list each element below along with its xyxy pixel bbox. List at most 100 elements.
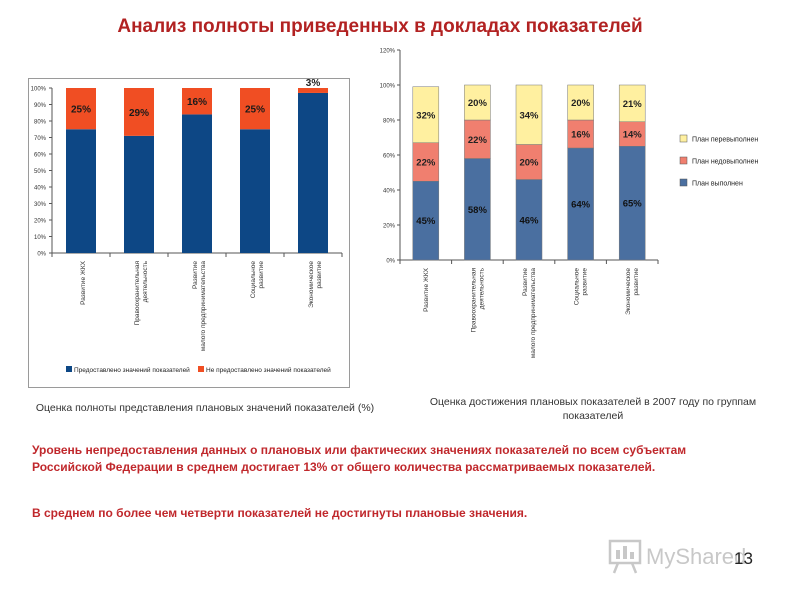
bar-plan-met — [412, 181, 440, 261]
chart2-y-tick-label: 40% — [383, 189, 396, 195]
chart1-category-label: Социальное — [250, 261, 257, 299]
chart2-legend-label: План перевыполнен — [692, 137, 758, 144]
chart2-category-label: Экономическое — [625, 268, 632, 315]
chart2-data-label: 20% — [519, 158, 539, 169]
chart1-y-tick-label: 90% — [34, 103, 47, 109]
bar-provided — [240, 129, 270, 253]
bar-not-provided — [298, 88, 328, 93]
chart1-legend-label: Предоставлено значений показателей — [74, 366, 190, 374]
chart2-category-label: Развитие ЖКХ — [423, 267, 430, 312]
bar-plan-underfulfilled — [412, 142, 440, 182]
chart2-category-label-group: Экономическое развитие — [625, 268, 640, 315]
chart1-legend-label: Не предоставлено значений показателей — [206, 366, 331, 374]
chart2-y-tick-label: 120% — [380, 49, 396, 55]
chart1-legend-swatch — [66, 366, 72, 372]
chart2-data-label: 16% — [571, 130, 591, 141]
chart1-legend-swatch — [198, 366, 204, 372]
bar-not-provided — [124, 88, 154, 136]
chart2-category-label-group: Развитие ЖКХ — [423, 267, 430, 312]
chart2-y-tick-label: 0% — [386, 259, 395, 265]
slide-title: Анализ полноты приведенных в докладах по… — [117, 16, 643, 37]
chart1-category-label-group: Развитие ЖКХ — [80, 260, 87, 305]
chart2-data-label: 20% — [468, 98, 488, 109]
completeness-chart: 0% 10% 20% 30% 40% 50% 60% 70% 80% 90% 100% 25% Разв… — [28, 78, 350, 388]
chart2-data-label: 34% — [519, 110, 539, 121]
chart1-category-label: малого предпринимательства — [200, 261, 207, 352]
chart2-category-label: Развитие — [522, 268, 529, 296]
chart1-y-tick-label: 100% — [31, 87, 47, 93]
chart2-data-label: 65% — [623, 199, 643, 210]
bar-not-provided — [182, 88, 212, 115]
chart1-y-tick-label: 0% — [37, 252, 46, 258]
chart2-legend-swatch — [679, 134, 688, 143]
chart2-category-label-group: Социальное развитие — [574, 268, 589, 306]
presentation-board-icon: MyShared — [608, 539, 746, 574]
chart1-category-label: деятельность — [142, 260, 149, 302]
chart2-y-tick-label: 80% — [383, 119, 396, 125]
bar-provided — [66, 129, 96, 253]
bar-provided — [124, 135, 154, 253]
chart1-category-label-group: Развитие малого предпринимательства — [192, 261, 207, 352]
chart1-category-label: Правоохранительная — [134, 261, 141, 326]
chart2-category-label: Социальное — [574, 268, 581, 306]
bar-plan-exceeded — [618, 84, 646, 122]
chart1-category-label: Развитие — [192, 261, 199, 289]
chart2-legend-label: План выполнен — [692, 181, 743, 188]
chart2-category-label: Правоохранительная — [470, 268, 477, 333]
chart1-data-label: 25% — [245, 105, 265, 116]
chart1-data-label: 25% — [71, 105, 91, 116]
slide-number: 13 — [734, 549, 753, 568]
chart2-y-tick-label: 100% — [380, 84, 396, 90]
chart1-y-tick-label: 30% — [34, 202, 47, 208]
chart2-legend-swatch — [679, 156, 688, 165]
bar-not-provided — [240, 88, 270, 130]
chart2-y-tick-label: 60% — [383, 154, 396, 160]
chart2-y-tick-label: 20% — [383, 224, 396, 230]
bar-plan-exceeded — [464, 84, 491, 121]
bar-plan-exceeded — [412, 86, 440, 143]
bar-plan-exceeded — [515, 84, 543, 145]
chart2-category-label: деятельность — [478, 267, 485, 309]
chart1-y-tick-label: 10% — [34, 235, 47, 241]
chart1-category-label: развитие — [316, 261, 323, 289]
bar-plan-met — [567, 147, 594, 261]
chart2-category-label: малого предпринимательства — [530, 268, 537, 359]
chart1-y-tick-label: 50% — [34, 169, 47, 175]
chart1-category-label-group: Социальное развитие — [250, 261, 265, 299]
chart2-data-label: 45% — [416, 216, 436, 227]
bar-plan-met — [515, 179, 543, 261]
bar-not-provided — [66, 88, 96, 130]
chart1-caption: Оценка полноты представления плановых зн… — [35, 402, 375, 414]
note-plan-not-achieved: В среднем по более чем четверти показате… — [32, 506, 528, 520]
chart2-data-label: 20% — [571, 98, 591, 109]
chart2-data-label: 22% — [468, 135, 488, 146]
chart1-data-label: 16% — [187, 97, 207, 108]
bar-provided — [298, 92, 328, 253]
chart1-category-label: Развитие ЖКХ — [80, 260, 87, 305]
chart2-data-label: 14% — [623, 130, 643, 141]
myshared-logo: MyShared — [606, 536, 766, 576]
chart1-y-tick-label: 70% — [34, 136, 47, 142]
chart1-y-tick-label: 40% — [34, 186, 47, 192]
chart2-caption: Оценка достижения плановых показателей в… — [429, 396, 757, 422]
chart2-data-label: 32% — [416, 110, 436, 121]
chart1-category-label-group: Правоохранительная деятельность — [134, 260, 149, 325]
chart2-category-label-group: Правоохранительная деятельность — [470, 267, 485, 332]
chart2-legend-swatch — [679, 178, 688, 187]
chart2-category-label-group: Развитие малого предпринимательства — [522, 268, 537, 359]
chart1-data-label: 3% — [306, 78, 321, 89]
chart2-data-label: 46% — [519, 215, 539, 226]
chart2-data-label: 22% — [416, 158, 436, 169]
bar-provided — [182, 114, 212, 254]
chart1-data-label: 29% — [129, 108, 149, 119]
chart2-data-label: 58% — [468, 205, 488, 216]
chart2-category-label: развитие — [582, 268, 589, 296]
logo-text: MyShared — [646, 544, 746, 569]
chart1-category-label: Экономическое — [308, 261, 315, 308]
chart1-y-tick-label: 60% — [34, 153, 47, 159]
chart1-category-label-group: Экономическое развитие — [308, 261, 323, 308]
chart2-data-label: 21% — [623, 99, 643, 110]
chart2-category-label: развитие — [633, 268, 640, 296]
chart1-y-tick-label: 20% — [34, 219, 47, 225]
chart1-category-label: развитие — [258, 261, 265, 289]
